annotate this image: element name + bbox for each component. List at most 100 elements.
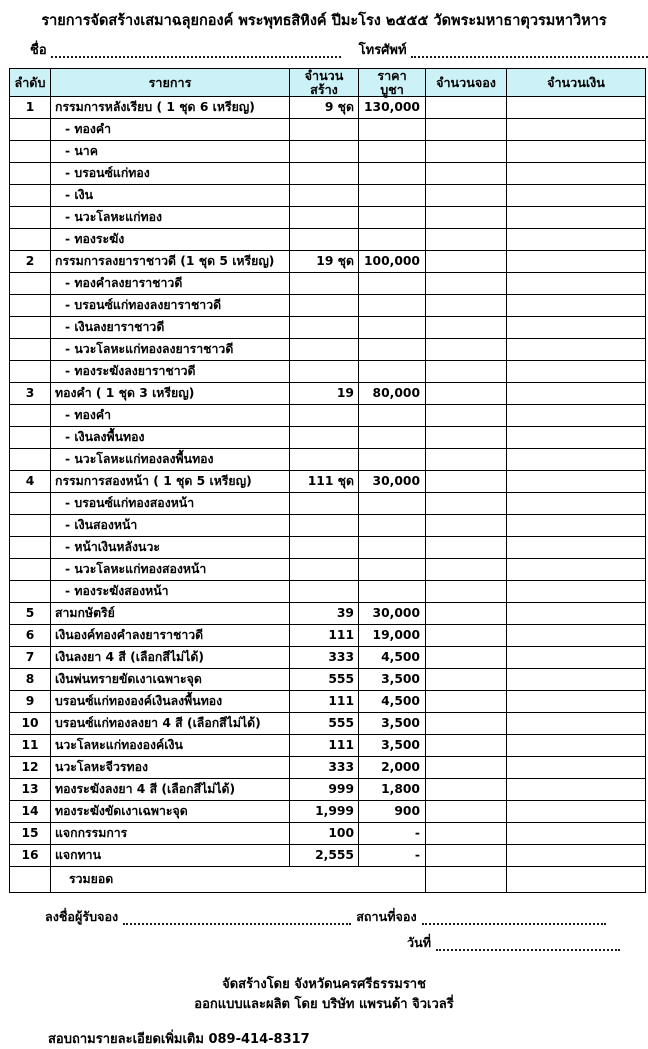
cell-booked[interactable] [425, 447, 507, 471]
cell-amount[interactable] [506, 667, 646, 691]
cell-amount[interactable] [506, 601, 646, 625]
cell-booked[interactable] [425, 183, 507, 207]
cell-booked[interactable] [425, 821, 507, 845]
cell-amount[interactable] [506, 205, 646, 229]
cell-no: 1 [9, 95, 51, 119]
cell-qty: 19 ชุด [289, 249, 359, 273]
cell-amount[interactable] [506, 645, 646, 669]
cell-booked[interactable] [425, 227, 507, 251]
cell-booked[interactable] [425, 337, 507, 361]
total-cell-amount[interactable] [506, 865, 646, 893]
cell-booked[interactable] [425, 645, 507, 669]
total-cell-booked[interactable] [425, 865, 507, 893]
cell-booked[interactable] [425, 271, 507, 295]
cell-booked[interactable] [425, 293, 507, 317]
signature-line: ลงชื่อผู้รับจอง สถานที่จอง [45, 907, 634, 927]
cell-no: 3 [9, 381, 51, 405]
cell-qty [289, 183, 359, 207]
cell-amount[interactable] [506, 139, 646, 163]
cell-booked[interactable] [425, 205, 507, 229]
cell-amount[interactable] [506, 733, 646, 757]
cell-booked[interactable] [425, 491, 507, 515]
cell-amount[interactable] [506, 623, 646, 647]
cell-booked[interactable] [425, 623, 507, 647]
cell-amount[interactable] [506, 557, 646, 581]
cell-booked[interactable] [425, 843, 507, 867]
signature-input-line[interactable] [123, 914, 352, 925]
cell-no [9, 227, 51, 251]
cell-amount[interactable] [506, 821, 646, 845]
cell-amount[interactable] [506, 469, 646, 493]
table-row: - นวะโลหะแก่ทอง [9, 205, 646, 229]
cell-booked[interactable] [425, 777, 507, 801]
cell-booked[interactable] [425, 469, 507, 493]
items-table: ลำดับ รายการ จำนวน สร้าง ราคา บูชา จำนวน… [9, 68, 646, 893]
date-input-line[interactable] [436, 940, 620, 951]
cell-amount[interactable] [506, 271, 646, 295]
cell-amount[interactable] [506, 293, 646, 317]
cell-no [9, 271, 51, 295]
cell-no: 12 [9, 755, 51, 779]
cell-no: 5 [9, 601, 51, 625]
table-row: 13 ทองระฆังลงยา 4 สี (เลือกสีไม่ได้) 999 1,… [9, 777, 646, 801]
cell-booked[interactable] [425, 535, 507, 559]
cell-amount[interactable] [506, 843, 646, 867]
cell-amount[interactable] [506, 183, 646, 207]
cell-booked[interactable] [425, 381, 507, 405]
cell-amount[interactable] [506, 337, 646, 361]
cell-booked[interactable] [425, 579, 507, 603]
cell-booked[interactable] [425, 799, 507, 823]
cell-amount[interactable] [506, 381, 646, 405]
cell-amount[interactable] [506, 425, 646, 449]
cell-amount[interactable] [506, 535, 646, 559]
cell-booked[interactable] [425, 359, 507, 383]
cell-amount[interactable] [506, 117, 646, 141]
cell-booked[interactable] [425, 755, 507, 779]
cell-booked[interactable] [425, 139, 507, 163]
cell-qty: 19 [289, 381, 359, 405]
phone-input-line[interactable] [410, 47, 648, 59]
cell-qty [289, 359, 359, 383]
cell-price: - [358, 821, 426, 845]
cell-amount[interactable] [506, 249, 646, 273]
cell-booked[interactable] [425, 403, 507, 427]
cell-qty: 333 [289, 645, 359, 669]
cell-booked[interactable] [425, 315, 507, 339]
cell-booked[interactable] [425, 425, 507, 449]
cell-booked[interactable] [425, 601, 507, 625]
cell-booked[interactable] [425, 711, 507, 735]
cell-amount[interactable] [506, 403, 646, 427]
cell-booked[interactable] [425, 733, 507, 757]
cell-booked[interactable] [425, 513, 507, 537]
cell-price: 3,500 [358, 711, 426, 735]
cell-booked[interactable] [425, 95, 507, 119]
cell-amount[interactable] [506, 579, 646, 603]
cell-amount[interactable] [506, 447, 646, 471]
cell-booked[interactable] [425, 161, 507, 185]
cell-booked[interactable] [425, 557, 507, 581]
cell-price [358, 315, 426, 339]
cell-booked[interactable] [425, 667, 507, 691]
cell-booked[interactable] [425, 689, 507, 713]
cell-amount[interactable] [506, 711, 646, 735]
cell-amount[interactable] [506, 161, 646, 185]
cell-amount[interactable] [506, 755, 646, 779]
cell-amount[interactable] [506, 95, 646, 119]
cell-booked[interactable] [425, 117, 507, 141]
name-input-line[interactable] [50, 47, 341, 59]
cell-amount[interactable] [506, 513, 646, 537]
cell-amount[interactable] [506, 689, 646, 713]
place-input-line[interactable] [421, 914, 606, 925]
cell-no [9, 425, 51, 449]
cell-amount[interactable] [506, 315, 646, 339]
cell-item: - เงิน [50, 183, 290, 207]
cell-amount[interactable] [506, 799, 646, 823]
cell-amount[interactable] [506, 359, 646, 383]
cell-booked[interactable] [425, 249, 507, 273]
col-header-qty-line1: จำนวน [304, 68, 344, 84]
cell-amount[interactable] [506, 491, 646, 515]
cell-amount[interactable] [506, 777, 646, 801]
cell-item: - ทองคำลงยาราชาวดี [50, 271, 290, 295]
cell-amount[interactable] [506, 227, 646, 251]
table-row: - บรอนซ์แก่ทอง [9, 161, 646, 185]
